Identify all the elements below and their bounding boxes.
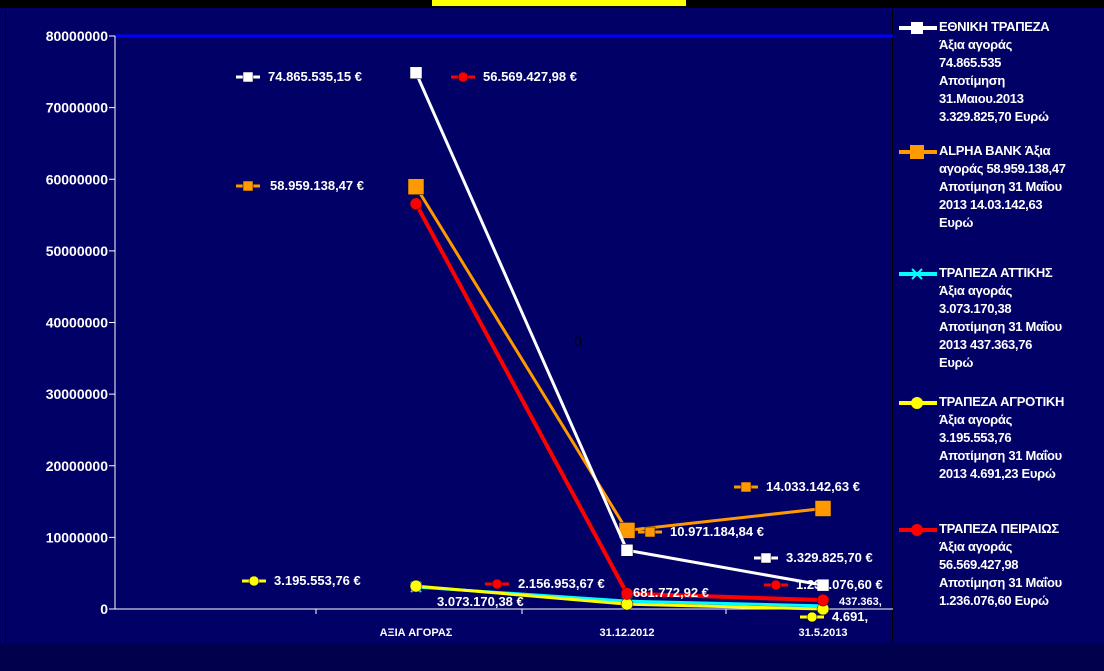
- legend-key: [899, 145, 937, 159]
- label-key-marker: [242, 180, 254, 192]
- data-label: 14.033.142,63 €: [766, 479, 860, 494]
- data-label: 56.569.427,98 €: [483, 69, 577, 84]
- data-label: 1.236.076,60 €: [796, 577, 883, 592]
- data-label: 2.156.953,67 €: [518, 576, 605, 591]
- label-key-marker: [644, 526, 656, 538]
- legend-label-line: 3.073.170,38: [939, 301, 1012, 316]
- data-label: 681.772,92 €: [633, 585, 709, 600]
- data-point: [816, 578, 830, 592]
- label-key-marker: [806, 611, 818, 623]
- center-label: 0: [574, 333, 582, 349]
- series-line: [414, 72, 824, 587]
- legend-label-line: 31.Μαιου.2013: [939, 91, 1024, 106]
- legend-label-line: 3.329.825,70 Ευρώ: [939, 109, 1049, 124]
- title-box: [432, 0, 686, 6]
- data-label: 4.691,: [832, 609, 868, 624]
- legend-label-line: Άξια αγοράς: [939, 412, 1013, 427]
- legend-label-line: Άξια αγοράς: [939, 283, 1013, 298]
- chart-legend: ΕΘΝΙΚΗ ΤΡΑΠΕΖΑ Άξια αγοράς 74.865.535 Αποτί…: [893, 8, 1104, 643]
- legend-label-line: 74.865.535: [939, 55, 1002, 70]
- data-point: [407, 178, 425, 195]
- bottom-strip: [0, 643, 1104, 671]
- legend-label-line: Αποτίμηση 31 Μαΐου: [939, 319, 1062, 334]
- y-tick-label: 80000000: [46, 28, 109, 44]
- legend-key-marker: [910, 145, 924, 159]
- legend-key-marker: [911, 268, 923, 280]
- legend-key: [899, 22, 937, 34]
- legend-label-line: Αποτίμηση 31 Μαΐου: [939, 575, 1062, 590]
- y-tick-label: 70000000: [46, 100, 109, 116]
- data-label: 74.865.535,15 €: [268, 69, 362, 84]
- legend-label-line: 3.195.553,76: [939, 430, 1012, 445]
- legend-label-line: Ευρώ: [939, 215, 974, 230]
- data-point: [409, 197, 423, 211]
- label-key-marker: [770, 579, 782, 591]
- legend-label-line: ΤΡΑΠΕΖΑ ΑΤΤΙΚΗΣ: [939, 265, 1053, 280]
- label-key-marker: [457, 71, 469, 83]
- legend-label-line: Άξια αγοράς: [939, 37, 1013, 52]
- legend-label-line: ΤΡΑΠΕΖΑ ΠΕΙΡΑΙΩΣ: [939, 521, 1059, 536]
- legend-key: [899, 268, 937, 280]
- plot-area: [5, 10, 893, 642]
- legend-label-line: Αποτίμηση: [939, 73, 1006, 88]
- legend-label: ΤΡΑΠΕΖΑ ΑΓΡΟΤΙΚΗ Άξια αγοράς 3.195.553,76 Α…: [939, 393, 1104, 483]
- data-label: 10.971.184,84 €: [670, 524, 764, 539]
- legend-label-line: 1.236.076,60 Ευρώ: [939, 593, 1049, 608]
- series-line: [414, 202, 824, 603]
- legend-label: ΤΡΑΠΕΖΑ ΠΕΙΡΑΙΩΣ Άξια αγοράς 56.569.427,98…: [939, 520, 1104, 610]
- legend-label-line: 2013 437.363,76: [939, 337, 1033, 352]
- legend-label-line: ALPHA BANK Άξια: [939, 143, 1051, 158]
- data-label: 3.329.825,70 €: [786, 550, 873, 565]
- legend-key-marker: [911, 524, 923, 536]
- label-key-marker: [491, 578, 503, 590]
- label-key-marker: [740, 481, 752, 493]
- y-tick-label: 30000000: [46, 386, 109, 402]
- y-tick-label: 60000000: [46, 171, 109, 187]
- x-tick-label: 31.12.2012: [599, 627, 654, 639]
- data-point: [409, 66, 423, 80]
- line-chart: 0 10000000 20000000 30000000 40000000 5000000…: [46, 28, 893, 639]
- y-tick-label: 10000000: [46, 529, 109, 545]
- legend-label-line: 2013 4.691,23 Ευρώ: [939, 466, 1056, 481]
- data-point: [620, 597, 634, 611]
- data-point: [620, 587, 634, 600]
- legend-label: ΤΡΑΠΕΖΑ ΑΤΤΙΚΗΣ Άξια αγοράς 3.073.170,38 Απ…: [939, 264, 1104, 372]
- legend-label-line: αγοράς 58.959.138,47: [939, 161, 1066, 176]
- legend-key-marker: [911, 397, 923, 409]
- legend-label-line: Αποτίμηση 31 Μαΐου: [939, 448, 1062, 463]
- label-key-marker: [248, 575, 260, 587]
- legend-label-line: Αποτίμηση 31 Μαΐου: [939, 179, 1062, 194]
- y-tick-label: 50000000: [46, 243, 109, 259]
- y-tick-label: 40000000: [46, 315, 109, 331]
- series-line: [414, 185, 824, 532]
- legend-key-marker: [911, 22, 923, 34]
- label-key-marker: [242, 71, 254, 83]
- label-key-marker: [760, 552, 772, 564]
- data-label: 58.959.138,47 €: [270, 178, 364, 193]
- legend-label: ALPHA BANK Άξια αγοράς 58.959.138,47 Αποτί…: [939, 142, 1104, 232]
- x-tick-label: 31.5.2013: [799, 627, 848, 639]
- legend-label-line: Άξια αγοράς: [939, 539, 1013, 554]
- data-point: [409, 579, 423, 593]
- data-point: [816, 593, 830, 607]
- data-label: 437.363,: [839, 596, 882, 608]
- legend-label-line: ΕΘΝΙΚΗ ΤΡΑΠΕΖΑ: [939, 19, 1050, 34]
- legend-label-line: ΤΡΑΠΕΖΑ ΑΓΡΟΤΙΚΗ: [939, 394, 1065, 409]
- data-label: 3.073.170,38 €: [437, 594, 524, 609]
- legend-label-line: 56.569.427,98: [939, 557, 1019, 572]
- legend-label: ΕΘΝΙΚΗ ΤΡΑΠΕΖΑ Άξια αγοράς 74.865.535 Αποτί…: [939, 18, 1104, 126]
- y-tick-label: 0: [100, 601, 108, 617]
- legend-label-line: 2013 14.03.142,63: [939, 197, 1043, 212]
- data-point: [814, 500, 832, 517]
- legend-label-line: Ευρώ: [939, 355, 974, 370]
- legend-key: [899, 524, 937, 536]
- data-label: 3.195.553,76 €: [274, 573, 361, 588]
- data-point: [620, 544, 634, 557]
- legend-key: [899, 397, 937, 409]
- y-tick-label: 20000000: [46, 458, 109, 474]
- x-tick-label: ΑΞΙΑ ΑΓΟΡΑΣ: [380, 627, 453, 639]
